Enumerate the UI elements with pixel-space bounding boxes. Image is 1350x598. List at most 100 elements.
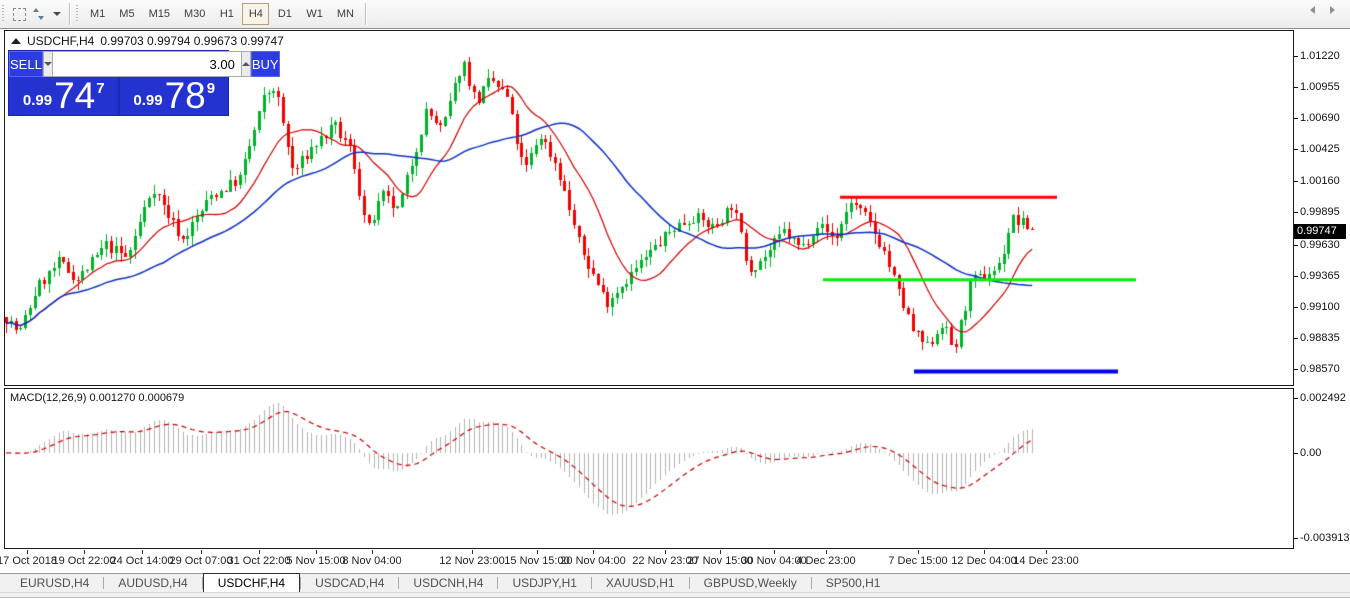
volume-decrease-button[interactable] bbox=[42, 51, 53, 77]
toolbar-grip bbox=[75, 5, 80, 23]
tab-separator bbox=[688, 577, 690, 589]
time-axis-label: 19 Oct 22:00 bbox=[52, 555, 116, 567]
price-pane: USDCHF,H4 0.99703 0.99794 0.99673 0.9974… bbox=[4, 30, 1294, 386]
dropdown-caret-icon[interactable] bbox=[53, 12, 61, 16]
toolbar-grip bbox=[1, 5, 6, 23]
time-axis-tick bbox=[593, 550, 594, 554]
time-axis-tick bbox=[1046, 550, 1047, 554]
macd-axis-label: 0.002492 bbox=[1300, 392, 1346, 404]
chart-tab-gbpusd-weekly[interactable]: GBPUSD,Weekly bbox=[703, 576, 797, 590]
current-price-badge: 0.99747 bbox=[1294, 224, 1346, 239]
arrange-arrows-icon[interactable] bbox=[29, 4, 49, 24]
buy-price-pip: 9 bbox=[206, 80, 216, 97]
macd-chart-canvas[interactable] bbox=[5, 389, 1293, 548]
tab-separator bbox=[497, 577, 499, 589]
price-axis-label: 1.00690 bbox=[1300, 112, 1340, 124]
chart-tab-sp500-h1[interactable]: SP500,H1 bbox=[825, 576, 881, 590]
chart-tab-audusd-h4[interactable]: AUDUSD,H4 bbox=[118, 576, 188, 590]
time-axis-label: 30 Nov 04:00 bbox=[741, 555, 807, 567]
status-strip bbox=[0, 592, 1350, 597]
price-axis-tick bbox=[1294, 149, 1298, 150]
sell-price-display[interactable]: 0.99 74 7 bbox=[9, 77, 120, 115]
one-click-trade-panel: SELL BUY 0.99 74 7 0.99 78 9 bbox=[8, 50, 280, 116]
time-axis-tick bbox=[984, 550, 985, 554]
timeframe-button-d1[interactable]: D1 bbox=[271, 3, 298, 25]
tab-separator bbox=[201, 577, 203, 589]
volume-increase-button[interactable] bbox=[240, 51, 251, 77]
time-axis-tick bbox=[84, 550, 85, 554]
price-axis-tick bbox=[1294, 276, 1298, 277]
time-axis-tick bbox=[665, 550, 666, 554]
caret-down-icon bbox=[43, 62, 52, 66]
tab-separator bbox=[300, 577, 302, 589]
timeframe-button-h1[interactable]: H1 bbox=[213, 3, 240, 25]
timeframe-button-m15[interactable]: M15 bbox=[143, 3, 176, 25]
timeframe-button-m30[interactable]: M30 bbox=[178, 3, 211, 25]
buy-price-display[interactable]: 0.99 78 9 bbox=[120, 77, 229, 115]
price-axis-tick bbox=[1294, 338, 1298, 339]
tab-scroll-left-button[interactable] bbox=[1306, 5, 1318, 15]
selection-rectangle-icon[interactable] bbox=[9, 4, 29, 24]
macd-axis-tick bbox=[1294, 538, 1298, 539]
timeframe-button-m1[interactable]: M1 bbox=[84, 3, 111, 25]
price-axis-tick bbox=[1294, 212, 1298, 213]
price-axis-label: 1.00425 bbox=[1300, 143, 1340, 155]
time-axis[interactable]: 17 Oct 2018 19 Oct 22:00 24 Oct 14:00 29 Oc… bbox=[0, 550, 1350, 570]
time-axis-label: 14 Dec 23:00 bbox=[1013, 555, 1079, 567]
time-axis-label: 12 Nov 23:00 bbox=[439, 555, 505, 567]
toolbar: M1 M5 M15 M30 H1 H4 D1 W1 MN bbox=[0, 0, 1350, 29]
macd-axis-tick bbox=[1294, 398, 1298, 399]
time-axis-label: 15 Nov 15:00 bbox=[504, 555, 570, 567]
chart-tab-usdchf-h4[interactable]: USDCHF,H4 bbox=[202, 573, 301, 592]
arrow-left-icon bbox=[1309, 6, 1315, 14]
time-axis-tick bbox=[201, 550, 202, 554]
caret-up-icon bbox=[241, 62, 250, 66]
time-axis-label: 5 Nov 15:00 bbox=[286, 555, 346, 567]
collapse-panel-icon[interactable] bbox=[11, 38, 21, 44]
time-axis-label: 24 Oct 14:00 bbox=[110, 555, 174, 567]
price-axis-tick bbox=[1294, 118, 1298, 119]
chart-tab-usdcnh-h4[interactable]: USDCNH,H4 bbox=[413, 576, 484, 590]
tab-separator bbox=[590, 577, 592, 589]
sell-button[interactable]: SELL bbox=[9, 51, 43, 77]
chart-tab-eurusd-h4[interactable]: EURUSD,H4 bbox=[20, 576, 90, 590]
time-axis-label: 27 Nov 15:00 bbox=[687, 555, 753, 567]
timeframe-button-w1[interactable]: W1 bbox=[300, 3, 329, 25]
tab-separator bbox=[810, 577, 812, 589]
macd-axis-tick bbox=[1294, 453, 1298, 454]
toolbar-separator bbox=[69, 3, 70, 25]
macd-axis-label: 0.00 bbox=[1300, 447, 1322, 459]
time-axis-tick bbox=[537, 550, 538, 554]
tab-scroll-right-button[interactable] bbox=[1326, 5, 1338, 15]
time-axis-tick bbox=[472, 550, 473, 554]
chart-tab-usdcad-h4[interactable]: USDCAD,H4 bbox=[315, 576, 385, 590]
price-axis-label: 1.01220 bbox=[1300, 50, 1340, 62]
timeframe-button-m5[interactable]: M5 bbox=[113, 3, 140, 25]
timeframe-button-h4[interactable]: H4 bbox=[242, 3, 270, 25]
macd-pane: MACD(12,26,9) 0.001270 0.000679 bbox=[4, 388, 1294, 549]
chart-tab-usdjpy-h1[interactable]: USDJPY,H1 bbox=[512, 576, 577, 590]
buy-price-prefix: 0.99 bbox=[133, 92, 163, 109]
price-axis-label: 0.99365 bbox=[1300, 270, 1340, 282]
volume-input[interactable] bbox=[52, 51, 241, 77]
price-axis[interactable]: 1.01220 1.00955 1.00690 1.00425 1.00160 0.998… bbox=[1294, 30, 1350, 386]
price-axis-tick bbox=[1294, 307, 1298, 308]
time-axis-tick bbox=[826, 550, 827, 554]
time-axis-label: 29 Oct 07:00 bbox=[169, 555, 233, 567]
tab-separator bbox=[398, 577, 400, 589]
timeframe-button-mn[interactable]: MN bbox=[331, 3, 360, 25]
price-axis-label: 0.99895 bbox=[1300, 206, 1340, 218]
time-axis-tick bbox=[142, 550, 143, 554]
buy-button[interactable]: BUY bbox=[250, 51, 280, 77]
sell-price-prefix: 0.99 bbox=[22, 92, 53, 109]
price-axis-tick bbox=[1294, 56, 1298, 57]
time-axis-label: 22 Nov 23:00 bbox=[632, 555, 698, 567]
time-axis-tick bbox=[316, 550, 317, 554]
macd-axis[interactable]: 0.002492 0.00 -0.003913 bbox=[1294, 388, 1350, 549]
time-axis-label: 8 Nov 04:00 bbox=[342, 555, 402, 567]
chart-tab-xauusd-h1[interactable]: XAUUSD,H1 bbox=[605, 576, 675, 590]
price-axis-tick bbox=[1294, 369, 1298, 370]
macd-indicator-label: MACD(12,26,9) 0.001270 0.000679 bbox=[10, 392, 185, 404]
time-axis-tick bbox=[774, 550, 775, 554]
